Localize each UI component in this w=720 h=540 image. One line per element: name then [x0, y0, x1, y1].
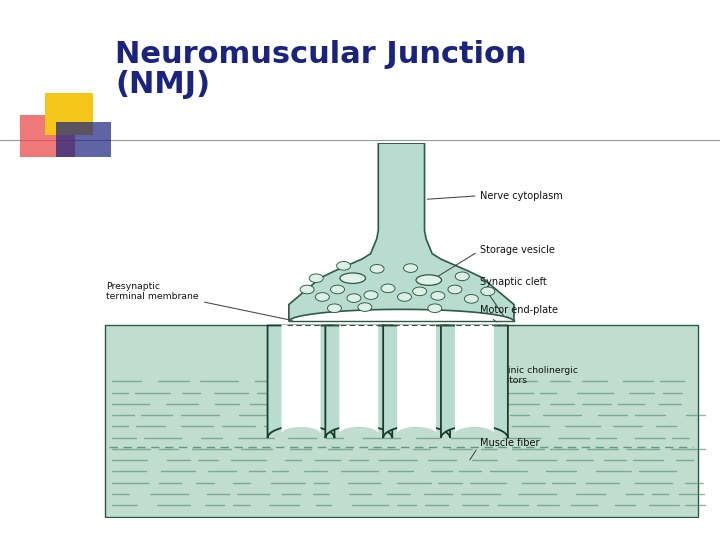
Bar [56, 122, 111, 157]
Circle shape [328, 304, 341, 313]
Circle shape [358, 303, 372, 312]
Text: Muscle fiber: Muscle fiber [470, 438, 540, 460]
Circle shape [309, 274, 323, 282]
Circle shape [364, 291, 378, 299]
Circle shape [481, 287, 495, 296]
Polygon shape [289, 143, 514, 321]
Circle shape [330, 285, 344, 294]
Circle shape [431, 292, 445, 300]
Text: (NMJ): (NMJ) [115, 70, 210, 99]
Circle shape [315, 293, 329, 301]
Text: Nicotinic cholinergic
receptors: Nicotinic cholinergic receptors [480, 351, 577, 386]
Polygon shape [339, 325, 378, 434]
Circle shape [397, 293, 411, 301]
Circle shape [337, 261, 351, 270]
Text: Nerve cytoplasm: Nerve cytoplasm [427, 191, 563, 201]
Text: Presynaptic
terminal membrane: Presynaptic terminal membrane [107, 282, 292, 320]
Circle shape [370, 265, 384, 273]
Polygon shape [383, 326, 450, 438]
Bar [20, 115, 75, 157]
Text: Neuromuscular Junction: Neuromuscular Junction [115, 40, 526, 69]
Circle shape [300, 285, 314, 294]
Circle shape [455, 272, 469, 281]
Polygon shape [455, 325, 494, 434]
Circle shape [403, 264, 418, 272]
Polygon shape [441, 326, 508, 438]
Circle shape [381, 284, 395, 293]
Bar [45, 93, 93, 135]
Bar [104, 326, 698, 517]
Text: Synaptic cleft: Synaptic cleft [480, 277, 547, 315]
Polygon shape [397, 325, 436, 434]
Circle shape [464, 294, 478, 303]
Ellipse shape [416, 275, 441, 285]
Polygon shape [282, 325, 320, 434]
Ellipse shape [340, 273, 366, 284]
Circle shape [448, 285, 462, 294]
Text: Motor end-plate: Motor end-plate [480, 305, 559, 322]
Text: Storage vesicle: Storage vesicle [434, 245, 555, 279]
Polygon shape [268, 326, 335, 438]
Circle shape [413, 287, 427, 296]
Circle shape [428, 304, 442, 313]
Polygon shape [325, 326, 392, 438]
Circle shape [347, 294, 361, 302]
